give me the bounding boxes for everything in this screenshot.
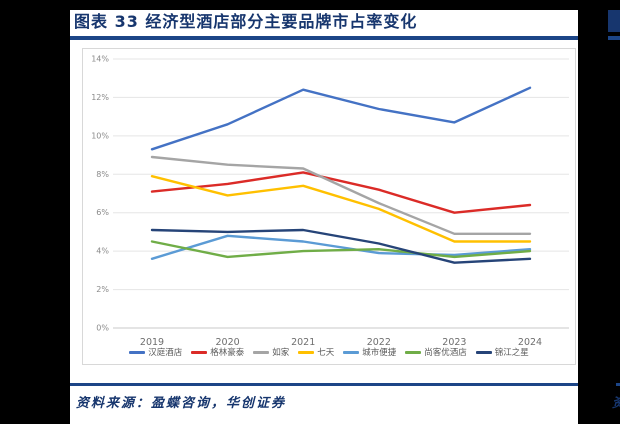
legend-item: 格林豪泰: [191, 346, 244, 358]
legend-label: 城市便捷: [362, 348, 397, 358]
legend-item: 如家: [253, 346, 289, 358]
legend-label: 尚客优酒店: [424, 348, 467, 358]
legend-swatch: [298, 350, 315, 354]
adjacent-figure-source-fragment: 资: [612, 392, 620, 418]
figure-title: 图表 33 经济型酒店部分主要品牌市占率变化: [74, 12, 418, 31]
legend-item: 汉庭酒店: [129, 346, 182, 358]
series-line-格林豪泰: [150, 171, 532, 214]
legend-swatch: [191, 350, 208, 354]
x-tick-label: 2021: [291, 337, 315, 348]
source-note: 资料来源：盈蝶咨询，华创证券: [76, 396, 287, 411]
x-tick-label: 2019: [140, 337, 164, 348]
legend-item: 城市便捷: [343, 346, 396, 358]
legend-label: 如家: [272, 348, 290, 358]
series-line-如家: [150, 155, 532, 236]
x-tick-label: 2024: [518, 337, 542, 348]
title-underline: [70, 36, 578, 40]
x-tick-label: 2023: [442, 337, 466, 348]
y-tick-label: 4%: [96, 247, 109, 256]
legend-swatch: [253, 350, 270, 354]
y-tick-label: 14%: [91, 55, 109, 64]
y-tick-label: 0%: [96, 324, 109, 333]
x-tick-label: 2020: [216, 337, 240, 348]
legend-label: 七天: [317, 348, 335, 358]
chart-legend: 汉庭酒店 格林豪泰 如家 七天 城市便捷 尚客优酒店 锦江之星: [83, 346, 575, 358]
footer-divider: [70, 383, 578, 386]
legend-item: 七天: [298, 346, 334, 358]
legend-item: 尚客优酒店: [405, 346, 467, 358]
y-tick-label: 2%: [96, 285, 109, 294]
legend-label: 锦江之星: [494, 348, 529, 358]
y-tick-label: 10%: [91, 131, 109, 140]
adjacent-figure-footer-rule-fragment: [616, 383, 620, 386]
series-line-尚客优酒店: [150, 240, 532, 259]
legend-label: 格林豪泰: [210, 348, 245, 358]
legend-item: 锦江之星: [475, 346, 529, 358]
series-line-七天: [150, 174, 532, 243]
adjacent-figure-title-fragment: [608, 10, 620, 32]
series-line-汉庭酒店: [150, 86, 532, 151]
adjacent-figure-title-rule-fragment: [608, 36, 620, 40]
y-tick-label: 6%: [96, 208, 109, 217]
legend-swatch: [475, 350, 492, 354]
report-column: 图表 33 经济型酒店部分主要品牌市占率变化 0% 2% 4% 6% 8% 10% 12% 1…: [70, 10, 578, 424]
x-tick-label: 2022: [367, 337, 391, 348]
legend-swatch: [129, 350, 146, 354]
legend-swatch: [405, 350, 422, 354]
legend-label: 汉庭酒店: [148, 348, 183, 358]
series-line-城市便捷: [150, 234, 532, 261]
legend-swatch: [343, 350, 360, 354]
y-tick-label: 8%: [96, 170, 109, 179]
series-line-锦江之星: [150, 228, 532, 264]
line-chart: 0% 2% 4% 6% 8% 10% 12% 14% 2019 2020 2021 2022 2023 2…: [91, 55, 569, 348]
y-tick-label: 12%: [91, 93, 109, 102]
chart-panel: 0% 2% 4% 6% 8% 10% 12% 14% 2019 2020 2021 2022 2023 2…: [82, 48, 576, 365]
